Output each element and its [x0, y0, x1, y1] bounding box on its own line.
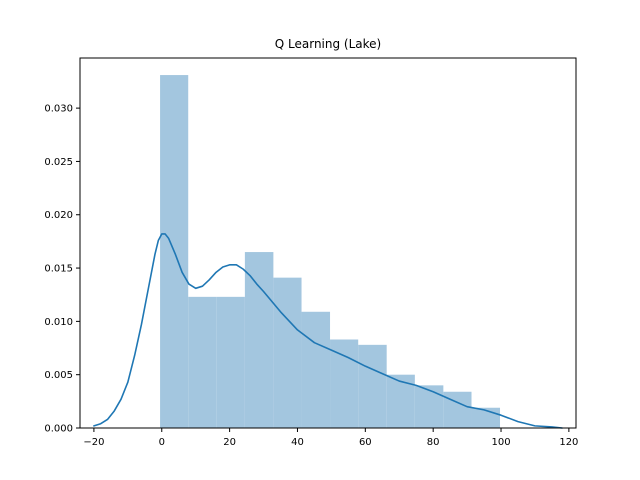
y-tick-label: 0.010 [44, 317, 73, 328]
histogram-bar [358, 344, 387, 428]
x-tick-label: 120 [559, 437, 578, 448]
y-tick-label: 0.000 [44, 424, 73, 435]
histogram-bar [301, 311, 331, 428]
y-axis: 0.000 0.005 0.010 0.015 0.020 0.025 0.030 [44, 104, 80, 435]
y-tick-label: 0.015 [44, 264, 73, 275]
x-tick-label: 0 [159, 437, 165, 448]
x-tick-label: 80 [427, 437, 440, 448]
x-tick-label: 40 [291, 437, 304, 448]
plot-frame [79, 57, 577, 429]
histogram-bar [330, 339, 359, 428]
y-tick-label: 0.030 [44, 104, 73, 115]
x-axis: −20 0 20 40 60 80 100 120 [83, 428, 578, 448]
y-tick-label: 0.005 [44, 370, 73, 381]
histogram-bar [188, 296, 217, 428]
histogram-bar [244, 252, 274, 428]
y-tick-label: 0.020 [44, 210, 73, 221]
histogram-bar [443, 391, 472, 428]
histogram-bar [273, 277, 302, 428]
x-tick-label: −20 [83, 437, 104, 448]
x-tick-label: 20 [223, 437, 236, 448]
kde-line [93, 233, 563, 429]
kde-layer [93, 233, 563, 429]
histogram-bar [216, 296, 245, 428]
x-tick-label: 60 [359, 437, 372, 448]
y-tick-label: 0.025 [44, 157, 73, 168]
histogram-bar [386, 374, 415, 428]
histogram-bars [160, 75, 501, 428]
histogram-bar [414, 385, 444, 428]
chart-title: Q Learning (Lake) [275, 37, 381, 51]
x-tick-label: 100 [491, 437, 510, 448]
